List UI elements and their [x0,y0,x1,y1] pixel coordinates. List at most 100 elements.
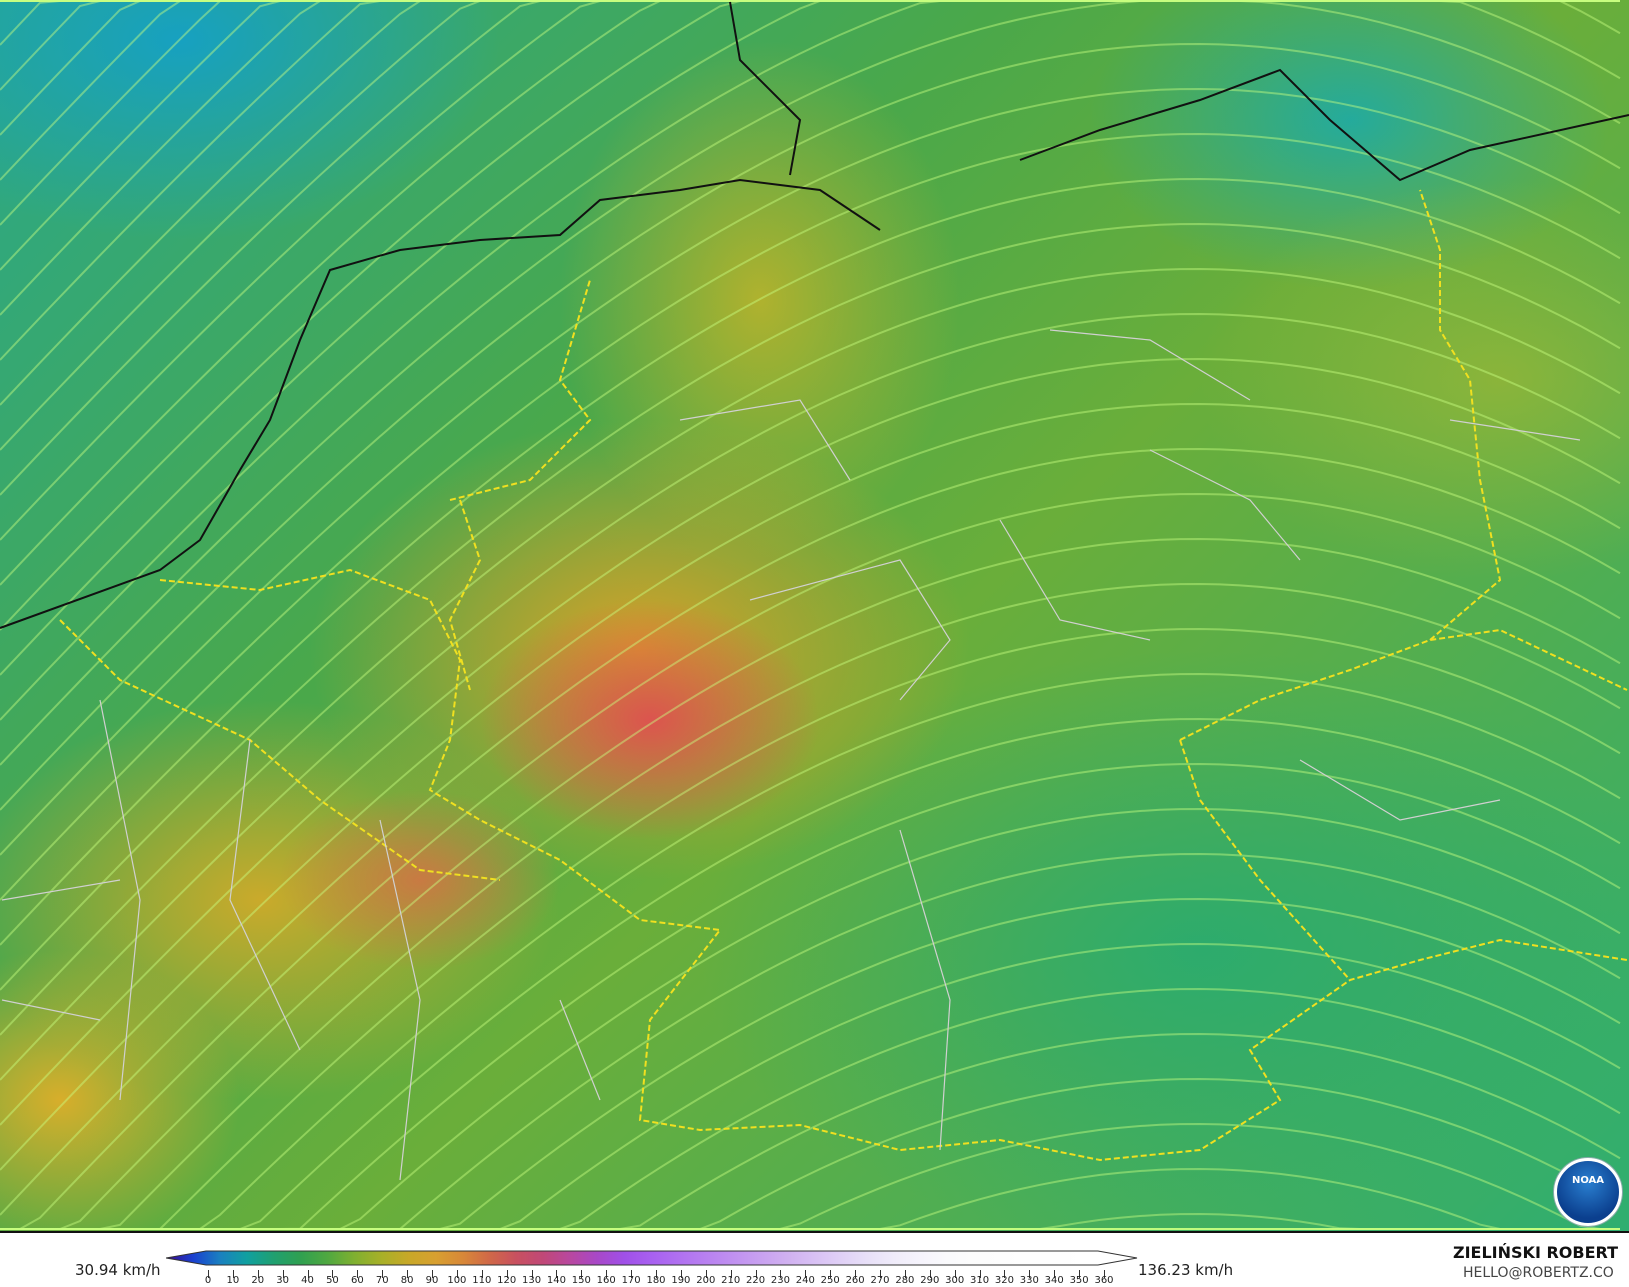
colorbar-tick-label: 150 [571,1275,591,1286]
colorbar-tick-label: 120 [497,1275,517,1286]
colorbar-fill [166,1250,1138,1266]
streamline [0,0,1620,406]
min-value-label: 30.94 km/h [75,1261,161,1279]
colorbar-tick [656,1270,657,1278]
colorbar-tick-label: 250 [820,1275,840,1286]
colorbar-tick-label: 90 [425,1275,439,1286]
streamline [0,1167,1620,1230]
colorbar-tick-label: 300 [945,1275,965,1286]
colorbar-tick-label: 260 [845,1275,865,1286]
colorbar-tick-label: 30 [276,1275,290,1286]
colorbar-tick [1104,1270,1105,1278]
colorbar-tick-label: 340 [1044,1275,1064,1286]
colorbar-tick [1004,1270,1006,1278]
streamline [0,852,1621,1230]
streamline [0,987,1621,1230]
colorbar-tick [1054,1270,1056,1278]
colorbar-tick-label: 50 [326,1275,339,1286]
streamline [0,0,1620,316]
colorbar-tick-label: 190 [671,1275,691,1286]
colorbar-tick-label: 180 [646,1275,666,1286]
colorbar-tick-label: 240 [795,1275,815,1286]
streamline [0,132,1621,901]
colorbar-tick [307,1270,309,1278]
streamline [0,582,1621,1230]
colorbar-tick [929,1270,931,1278]
streamline [0,627,1621,1230]
colorbar-tick [631,1270,633,1278]
streamlines [0,0,1621,1230]
colorbar-tick-label: 220 [746,1275,766,1286]
colorbar-tick-label: 130 [522,1275,542,1286]
streamline [0,0,1621,766]
colorbar-tick-label: 280 [895,1275,915,1286]
colorbar-tick [705,1270,707,1278]
colorbar-tick [208,1270,209,1278]
colorbar-tick-label: 360 [1094,1275,1114,1286]
coastline [0,1,1629,629]
streamline [0,807,1621,1230]
colorbar-tick [332,1270,334,1278]
colorbar-tick-label: 60 [350,1275,364,1286]
colorbar-tick-label: 310 [970,1275,990,1286]
colorbar-tick-label: 140 [546,1275,566,1286]
streamline [0,0,1620,361]
streamline [0,177,1621,946]
credit-email[interactable]: HELLO@ROBERTZ.CO [1463,1265,1614,1281]
streamline [0,762,1621,1230]
colorbar-tick [232,1270,234,1278]
colorbar-tick-label: 210 [721,1275,741,1286]
colorbar-tick [357,1270,359,1278]
colorbar-tick [606,1270,608,1278]
colorbar-tick [830,1270,832,1278]
streamline [0,897,1621,1230]
legend: 30.94 km/h 0 10 20 30 40 50 60 70 80 90 100 110 120 1… [0,1231,1629,1287]
credit-name: ZIELIŃSKI ROBERT [1453,1243,1619,1262]
streamline [0,1212,1620,1230]
colorbar-tick [481,1270,483,1278]
colorbar-tick-label: 0 [204,1275,212,1286]
colorbar-tick-label: 110 [472,1275,492,1286]
colorbar-tick [730,1270,732,1278]
regional-borders [1,329,1581,1181]
streamline [0,0,1620,181]
colorbar-tick [880,1270,881,1278]
colorbar-tick [855,1270,857,1278]
streamline [0,0,1620,91]
wind-speed-map[interactable]: NOAA [0,0,1629,1231]
colorbar-tick-label: 230 [770,1275,790,1286]
colorbar-tick [805,1270,807,1278]
colorbar-tick [1029,1270,1031,1278]
colorbar-tick-label: 200 [696,1275,716,1286]
streamline [0,1122,1620,1230]
streamline [0,87,1621,856]
streamline [0,1032,1621,1230]
colorbar-tick-label: 80 [400,1275,414,1286]
streamline [0,0,1620,541]
colorbar-tick-label: 40 [301,1275,314,1286]
colorbar-tick [382,1270,384,1278]
streamline [0,0,1620,586]
colorbar-tick [531,1270,533,1278]
streamline [0,447,1621,1216]
colorbar-tick-label: 20 [251,1275,265,1286]
streamline [0,0,1620,271]
colorbar-tick-label: 170 [621,1275,641,1286]
colorbar-tick [407,1270,409,1278]
colorbar-tick-label: 100 [447,1275,467,1286]
streamline [0,1077,1621,1230]
colorbar-tick-label: 330 [1019,1275,1039,1286]
streamline [0,0,1620,496]
colorbar-tick [581,1270,583,1278]
colorbar-tick-label: 10 [226,1275,240,1286]
colorbar-tick-label: 320 [994,1275,1014,1286]
colorbar-tick [432,1270,433,1278]
colorbar-tick [904,1270,906,1278]
streamline [0,42,1621,811]
colorbar-tick [556,1270,558,1278]
streamline [0,0,1620,136]
colorbar-tick-label: 290 [920,1275,940,1286]
streamline [0,717,1621,1230]
borders [0,1,1629,1181]
streamline [0,0,1621,721]
